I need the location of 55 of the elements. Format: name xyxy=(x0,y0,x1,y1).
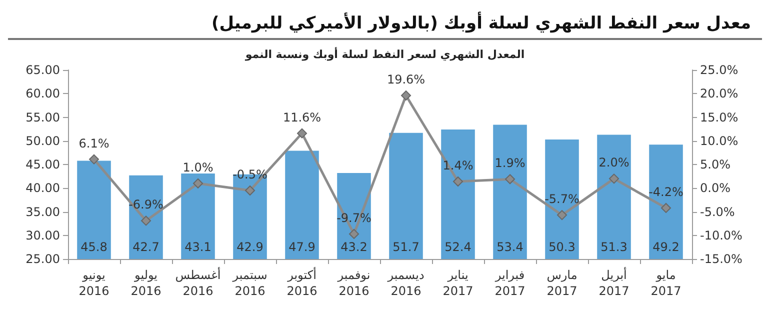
y2-tick-label: 5.0% xyxy=(700,158,730,172)
y-tick-label: 65.00 xyxy=(26,63,60,77)
y2-tick-label: -15.0% xyxy=(700,252,742,266)
y2-tick-label: -5.0% xyxy=(700,204,735,219)
data-label: 50.3 xyxy=(548,240,576,254)
point xyxy=(609,174,619,184)
point xyxy=(141,216,151,226)
point xyxy=(505,174,515,184)
point xyxy=(193,178,203,188)
data-label: 19.6% xyxy=(386,72,426,87)
y2-tick-label: 20.0% xyxy=(700,86,738,101)
data-label: 43.2 xyxy=(340,240,368,254)
point xyxy=(453,176,463,187)
data-label: 52.4 xyxy=(444,240,472,254)
chart-subtitle: المعدل الشهري لسعر النفط لسلة أوبك ونسبة النمو xyxy=(244,47,525,61)
point xyxy=(661,202,671,213)
y-tick-label: 35.00 xyxy=(26,204,60,219)
data-label: 2.0% xyxy=(598,156,630,170)
chart-title: معدل سعر النفط الشهري لسلة أوبك (بالدولار الأميركي للبرميل) xyxy=(211,12,752,34)
data-label: -9.7% xyxy=(336,210,372,225)
y-tick-label: 45.00 xyxy=(26,158,60,172)
data-label: 45.8 xyxy=(80,240,108,254)
data-label: 43.1 xyxy=(184,240,212,254)
y-tick-label: 30.00 xyxy=(26,228,60,242)
data-label: 53.4 xyxy=(496,240,524,254)
point xyxy=(245,185,255,196)
y2-tick-label: 10.0% xyxy=(700,134,738,148)
data-label: -4.2% xyxy=(648,184,684,199)
data-label: 42.9 xyxy=(236,240,264,254)
y-tick-label: 25.00 xyxy=(26,252,60,266)
y2-tick-label: 15.0% xyxy=(700,110,738,124)
y-tick-label: 40.00 xyxy=(26,181,60,196)
data-label: 47.9 xyxy=(288,240,316,254)
data-label: -5.7% xyxy=(544,192,580,206)
data-label: 6.1% xyxy=(78,136,110,150)
data-label: 42.7 xyxy=(132,240,160,254)
data-label: 51.7 xyxy=(392,240,420,254)
data-label: 1.4% xyxy=(442,158,474,173)
data-label: 1.0% xyxy=(182,160,214,174)
point xyxy=(89,154,99,164)
data-label: -6.9% xyxy=(128,198,164,212)
data-label: 11.6% xyxy=(282,110,322,124)
y-tick-label: 50.00 xyxy=(26,134,60,148)
data-label: 49.2 xyxy=(652,240,680,254)
point xyxy=(297,128,307,138)
data-label: 1.9% xyxy=(494,156,526,170)
y2-tick-label: 0.0% xyxy=(700,181,730,196)
point xyxy=(557,210,567,220)
y-tick-label: 55.00 xyxy=(26,110,60,124)
y2-tick-label: 25.0% xyxy=(700,63,738,77)
y2-tick-label: -10.0% xyxy=(700,228,742,242)
y-tick-label: 60.00 xyxy=(26,86,60,101)
point xyxy=(401,90,411,101)
point xyxy=(349,228,359,239)
data-label: 51.3 xyxy=(600,240,628,254)
